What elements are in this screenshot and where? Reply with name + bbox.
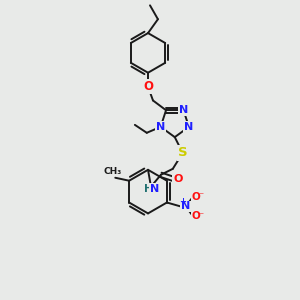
Text: O: O <box>192 192 200 202</box>
Text: ⁻: ⁻ <box>199 192 204 202</box>
Text: CH₃: CH₃ <box>103 167 122 176</box>
Text: N: N <box>150 184 160 194</box>
Text: S: S <box>178 146 188 160</box>
Text: +: + <box>179 197 186 206</box>
Text: O: O <box>173 174 182 184</box>
Text: H: H <box>144 184 152 194</box>
Text: N: N <box>184 122 194 132</box>
Text: N: N <box>179 105 188 115</box>
Text: O: O <box>143 80 153 93</box>
Text: N: N <box>181 202 190 212</box>
Text: ⁻: ⁻ <box>199 212 204 221</box>
Text: O: O <box>192 212 200 221</box>
Text: N: N <box>156 122 165 132</box>
